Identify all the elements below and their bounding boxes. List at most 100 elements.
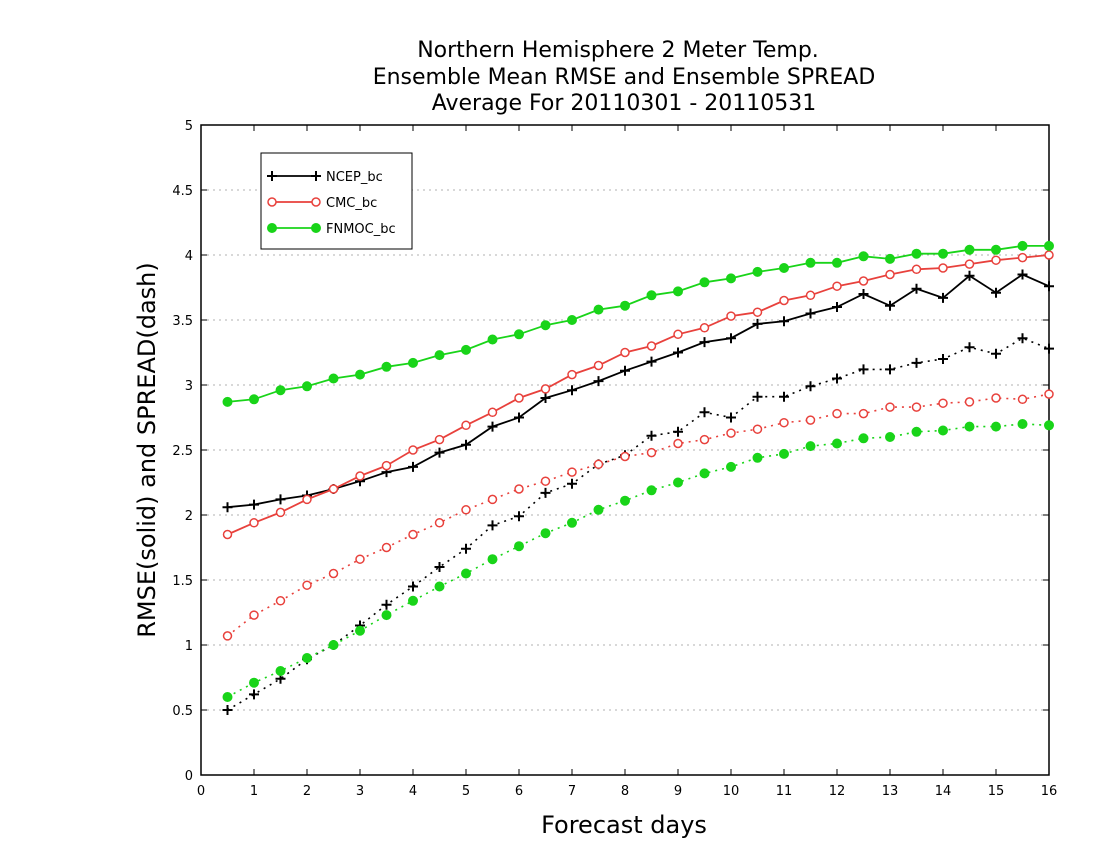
ncep-bc-rmse-point (991, 287, 1001, 298)
ncep-bc-rmse-point (779, 316, 789, 327)
fnmoc-bc-spread-point (885, 432, 895, 442)
x-tick-label: 7 (568, 784, 576, 799)
x-tick-label: 14 (935, 784, 952, 799)
ncep-bc-rmse-point (858, 289, 869, 299)
fnmoc-bc-spread-point (991, 421, 1001, 432)
cmc-bc-rmse-point (1017, 252, 1028, 263)
fnmoc-bc-spread-point (408, 595, 418, 606)
cmc-bc-spread-point (991, 393, 1001, 403)
x-tick-label: 6 (515, 784, 523, 799)
ncep-bc-spread-point (805, 381, 816, 392)
fnmoc-bc-spread-point (805, 441, 816, 452)
ncep-bc-spread-point (699, 407, 710, 418)
ncep-bc-rmse-point (593, 376, 604, 387)
cmc-bc-spread-point (514, 484, 524, 494)
fnmoc-bc-rmse-point (249, 394, 259, 405)
fnmoc-bc-rmse-point (487, 334, 498, 345)
cmc-bc-rmse-point (858, 276, 869, 286)
ncep-bc-spread-point (673, 426, 683, 437)
fnmoc-bc-spread-point (1017, 419, 1028, 429)
ncep-bc-rmse-point (964, 270, 975, 281)
chart-title-line-1: Northern Hemisphere 2 Meter Temp. (417, 38, 819, 63)
fnmoc-bc-rmse-point (302, 381, 312, 392)
cmc-bc-rmse-point (779, 295, 789, 306)
fnmoc-bc-spread-point (699, 468, 710, 479)
fnmoc-bc-rmse-point (408, 357, 418, 368)
ncep-bc-rmse-point (726, 333, 736, 344)
fnmoc-bc-rmse-point (699, 277, 710, 288)
fnmoc-bc-rmse-point (540, 320, 551, 331)
cmc-bc-spread-point (1017, 394, 1028, 405)
cmc-bc-spread-point (673, 438, 683, 449)
x-tick-label: 3 (356, 784, 364, 799)
fnmoc-bc-rmse-point (1017, 240, 1028, 251)
ncep-bc-spread-point (222, 705, 233, 715)
cmc-bc-spread-point (381, 542, 392, 553)
cmc-bc-rmse-point (991, 255, 1001, 265)
fnmoc-bc-spread-point (302, 653, 312, 663)
ncep-bc-rmse-point (885, 300, 895, 311)
ncep-bc-rmse-point (408, 461, 418, 472)
cmc-bc-rmse-point (461, 420, 471, 431)
fnmoc-bc-rmse-point (646, 290, 657, 301)
x-tick-label: 5 (462, 784, 470, 799)
cmc-bc-rmse-point (514, 393, 524, 403)
ncep-bc-rmse-point (620, 365, 630, 376)
cmc-bc-spread-point (938, 398, 948, 408)
fnmoc-bc-spread-point (487, 554, 498, 565)
fnmoc-bc-rmse-point (911, 248, 922, 259)
ncep-bc-rmse-point (1017, 269, 1028, 280)
ncep-bc-spread-point (938, 354, 948, 364)
chart-title-line-2: Ensemble Mean RMSE and Ensemble SPREAD (373, 65, 876, 90)
x-tick-label: 2 (303, 784, 311, 799)
ncep-bc-rmse-point (938, 292, 948, 303)
fnmoc-bc-spread-point (832, 438, 842, 449)
ncep-bc-spread-point (434, 562, 445, 572)
cmc-bc-spread-line (227, 393, 1050, 637)
fnmoc-bc-spread-point (646, 485, 657, 496)
fnmoc-bc-spread-point (858, 433, 869, 444)
fnmoc-bc-spread-point (752, 452, 763, 463)
fnmoc-bc-spread-point (1044, 420, 1054, 431)
cmc-bc-spread-point (699, 434, 710, 445)
cmc-bc-spread-point (832, 408, 842, 419)
y-tick-label: 0 (185, 769, 193, 784)
cmc-bc-spread-point (805, 415, 816, 425)
ncep-bc-rmse-point (434, 447, 445, 458)
cmc-bc-spread-point (540, 476, 551, 486)
fnmoc-bc-rmse-point (832, 257, 842, 268)
fnmoc-bc-spread-point (567, 517, 577, 528)
cmc-bc-rmse-point (381, 460, 392, 471)
cmc-bc-rmse-point (646, 341, 657, 351)
fnmoc-bc-rmse-point (275, 385, 286, 396)
fnmoc-bc-rmse-point (461, 344, 471, 355)
cmc-bc-rmse-series (222, 250, 1054, 540)
fnmoc-bc-spread-point (514, 541, 524, 552)
x-tick-label: 11 (776, 784, 793, 799)
fnmoc-bc-rmse-point (885, 253, 895, 264)
fnmoc-bc-rmse-point (673, 286, 683, 297)
y-tick-label: 0.5 (172, 704, 193, 719)
fnmoc-bc-spread-series (222, 419, 1054, 702)
cmc-bc-spread-point (487, 494, 498, 505)
fnmoc-bc-rmse-point (355, 369, 365, 380)
series-layer (222, 240, 1054, 715)
fnmoc-bc-rmse-point (752, 266, 763, 277)
ncep-bc-spread-point (1044, 343, 1054, 354)
cmc-bc-rmse-point (699, 323, 710, 333)
cmc-bc-rmse-point (938, 263, 948, 273)
axis-ticks: 00.511.522.533.544.550 1 2 3 4 5 6 7 8 9 10 11 12 13 1… (172, 119, 1057, 799)
fnmoc-bc-rmse-point (1044, 240, 1054, 251)
y-axis-label: RMSE(solid) and SPREAD(dash) (133, 262, 161, 638)
cmc-bc-rmse-point (1044, 250, 1054, 260)
legend-marker (311, 171, 321, 181)
cmc-bc-rmse-point (673, 329, 683, 340)
y-tick-label: 2.5 (172, 444, 193, 459)
ncep-bc-spread-point (964, 342, 975, 353)
chart-title-line-3: Average For 20110301 - 20110531 (432, 91, 817, 116)
ncep-bc-spread-point (911, 357, 922, 368)
legend-items: NCEP_bc CMC_bc FNMOC_bc (267, 170, 396, 237)
fnmoc-bc-rmse-point (726, 273, 736, 284)
legend-box (260, 152, 413, 250)
